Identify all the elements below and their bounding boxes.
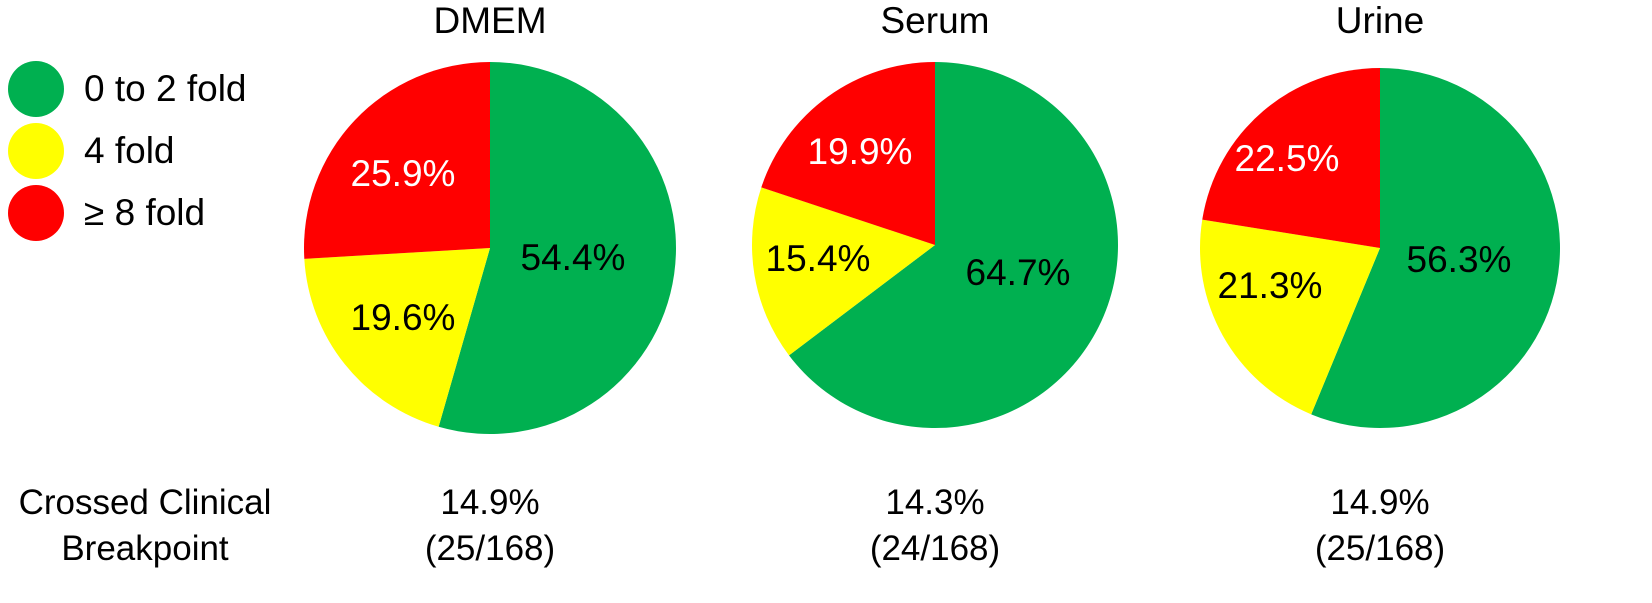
pie-title-serum: Serum xyxy=(880,0,990,41)
pie-slice-4-fold xyxy=(304,248,490,427)
pie-slice-4-fold xyxy=(1200,219,1380,415)
legend-label: ≥ 8 fold xyxy=(84,192,206,233)
legend-item-0-2-fold: 0 to 2 fold xyxy=(8,58,247,120)
pie-slice-4-fold xyxy=(751,187,935,356)
pie-title-urine: Urine xyxy=(1335,0,1425,41)
pie-chart-serum: 64.7% 15.4% 19.9% xyxy=(751,62,1118,428)
legend-swatch-green xyxy=(8,61,64,117)
pie-chart-urine: 56.3% 21.3% 22.5% xyxy=(1200,68,1561,429)
breakpoint-percent: 14.9% xyxy=(1330,483,1430,522)
breakpoint-fraction: (25/168) xyxy=(1314,529,1446,568)
pie-title-dmem: DMEM xyxy=(433,0,547,41)
row-label-line1: Crossed Clinical xyxy=(18,483,272,522)
legend-item-4-fold: 4 fold xyxy=(8,120,247,182)
breakpoint-dmem: 14.9% (25/168) xyxy=(370,480,610,572)
row-label-line2: Breakpoint xyxy=(61,529,229,568)
slice-label-8-fold: 22.5% xyxy=(1235,138,1340,179)
legend-label: 0 to 2 fold xyxy=(84,68,247,109)
legend-swatch-yellow xyxy=(8,123,64,179)
breakpoint-serum: 14.3% (24/168) xyxy=(815,480,1055,572)
breakpoint-percent: 14.3% xyxy=(885,483,985,522)
slice-label-0-2-fold: 56.3% xyxy=(1407,239,1512,280)
legend-swatch-red xyxy=(8,185,64,241)
pie-slice-0-2-fold xyxy=(1311,68,1561,429)
slice-label-8-fold: 25.9% xyxy=(351,153,456,194)
slice-label-0-2-fold: 64.7% xyxy=(966,252,1071,293)
slice-label-4-fold: 21.3% xyxy=(1218,265,1323,306)
slice-label-4-fold: 19.6% xyxy=(351,297,456,338)
legend-label: 4 fold xyxy=(84,130,175,171)
slice-label-0-2-fold: 54.4% xyxy=(521,237,626,278)
pie-chart-dmem: 54.4% 19.6% 25.9% xyxy=(304,62,677,434)
breakpoint-percent: 14.9% xyxy=(440,483,540,522)
legend: 0 to 2 fold 4 fold ≥ 8 fold xyxy=(8,58,247,244)
breakpoint-fraction: (24/168) xyxy=(869,529,1001,568)
slice-label-4-fold: 15.4% xyxy=(766,238,871,279)
slice-label-8-fold: 19.9% xyxy=(808,131,913,172)
legend-item-8-fold: ≥ 8 fold xyxy=(8,182,247,244)
pie-slice-8-fold xyxy=(1202,68,1380,248)
pie-slice-8-fold xyxy=(304,62,490,259)
pie-slice-0-2-fold xyxy=(438,62,677,434)
breakpoint-urine: 14.9% (25/168) xyxy=(1260,480,1500,572)
pie-slice-8-fold xyxy=(761,62,935,245)
pie-slice-0-2-fold xyxy=(789,62,1118,428)
crossed-clinical-breakpoint-label: Crossed Clinical Breakpoint xyxy=(0,480,290,572)
breakpoint-fraction: (25/168) xyxy=(424,529,556,568)
